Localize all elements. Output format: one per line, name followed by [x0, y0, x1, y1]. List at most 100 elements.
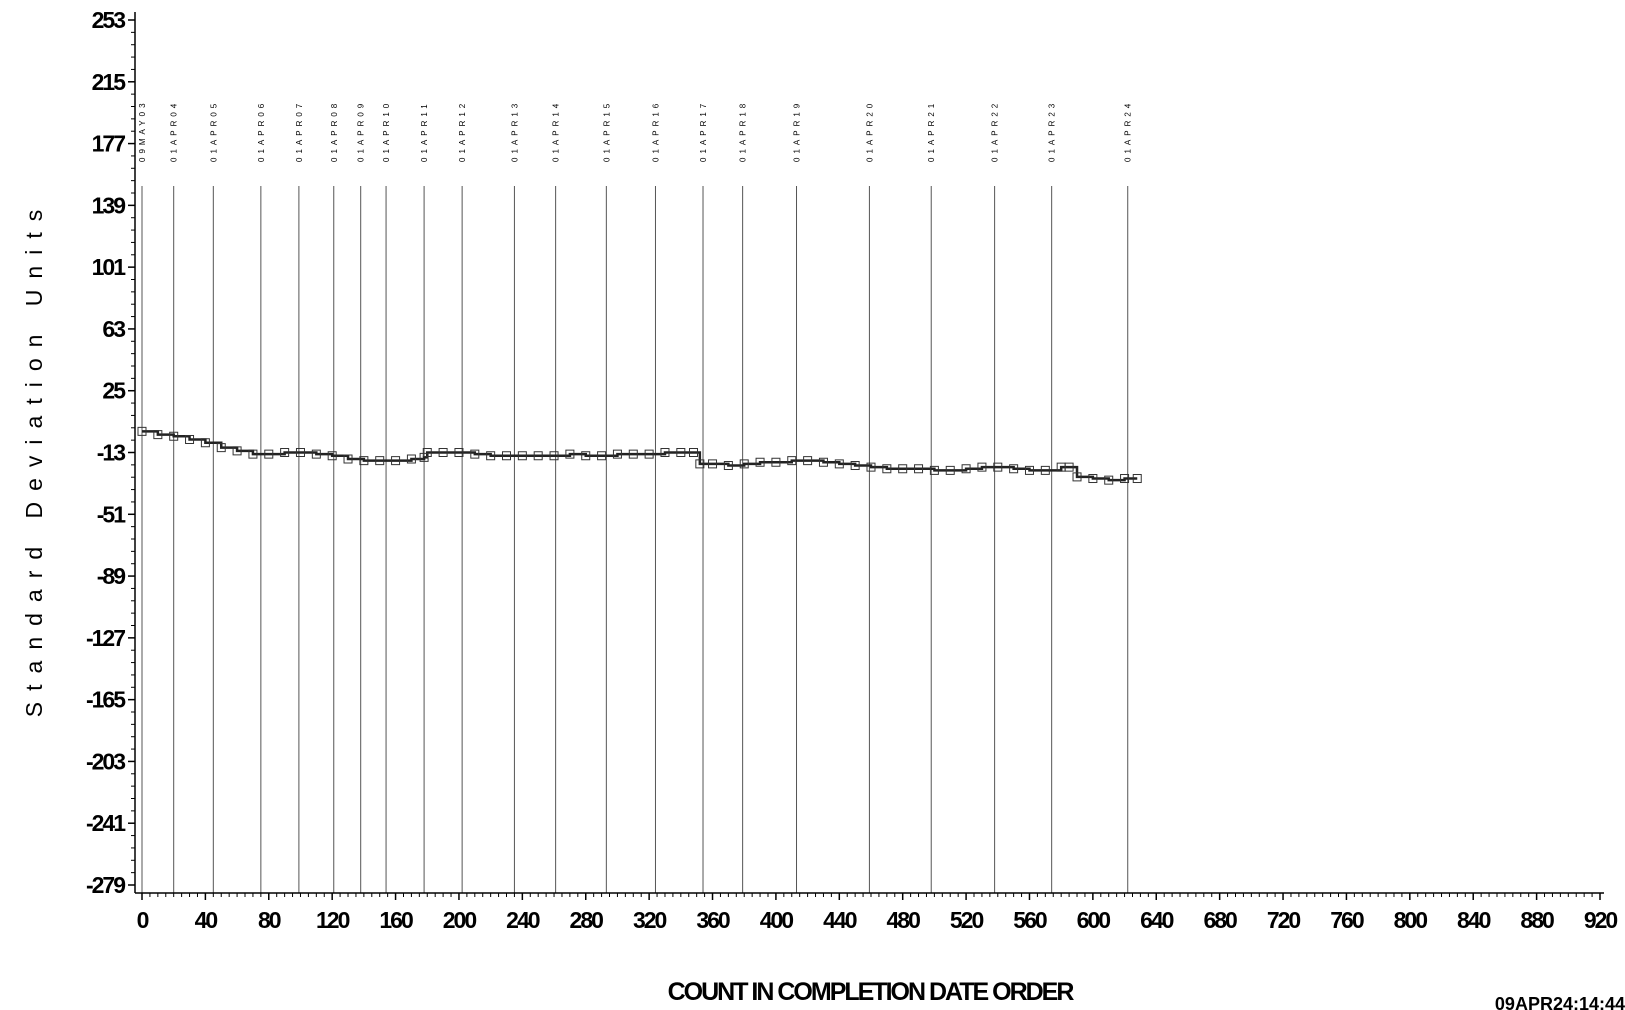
- y-axis-ticks: 253 215 177 139 101 63 25 -13 -51 -89 -127 -165 -203…: [86, 7, 135, 898]
- data-point: [169, 431, 179, 441]
- reference-line-label: 01APR21: [927, 100, 936, 162]
- y-tick-label: 63: [102, 316, 125, 342]
- x-tick-label: 560: [1013, 907, 1047, 933]
- y-tick-label: -279: [86, 872, 125, 898]
- series-line: [142, 430, 1138, 482]
- reference-line-label: 01APR22: [991, 100, 1000, 162]
- x-axis-label: COUNT IN COMPLETION DATE ORDER: [668, 978, 1075, 1006]
- y-tick-label: 25: [102, 378, 126, 404]
- data-point: [914, 464, 924, 474]
- data-point: [419, 452, 429, 462]
- reference-lines: [141, 186, 1129, 893]
- x-tick-label: 120: [316, 907, 350, 933]
- x-tick-label: 800: [1394, 907, 1428, 933]
- data-point: [723, 461, 733, 471]
- reference-line-label: 01APR05: [209, 100, 218, 162]
- data-point: [1024, 465, 1034, 475]
- data-point: [295, 448, 305, 457]
- reference-line-label: 01APR19: [793, 100, 802, 162]
- data-point: [406, 454, 416, 464]
- data-point: [676, 448, 686, 457]
- reference-line-label: 01APR04: [170, 100, 179, 162]
- x-axis-ticks: 0 40 80 120 160 200 240 280 320 360 400 440 480 520 56…: [137, 893, 1619, 933]
- reference-line-label: 01APR17: [699, 100, 708, 162]
- data-point: [695, 459, 705, 469]
- data-point: [755, 457, 765, 467]
- reference-line-label: 01APR06: [257, 100, 266, 162]
- x-tick-label: 240: [506, 907, 540, 933]
- y-tick-label: 101: [92, 254, 127, 280]
- data-point: [803, 456, 813, 466]
- data-point: [391, 456, 401, 466]
- data-point: [248, 449, 258, 459]
- x-tick-label: 520: [950, 907, 984, 933]
- data-point: [454, 448, 464, 457]
- data-point: [517, 451, 527, 461]
- x-tick-label: 40: [195, 907, 218, 933]
- data-point: [866, 462, 876, 472]
- data-point: [153, 430, 163, 440]
- data-point: [185, 434, 195, 444]
- data-point: [977, 462, 987, 472]
- data-point: [708, 459, 718, 469]
- reference-line-label: 01APR10: [382, 100, 391, 162]
- data-point: [438, 448, 448, 457]
- reference-line-label: 01APR15: [602, 100, 611, 162]
- data-point: [359, 456, 369, 466]
- data-point: [597, 451, 607, 461]
- x-tick-label: 400: [760, 907, 794, 933]
- data-point: [850, 461, 860, 471]
- data-point: [1120, 474, 1130, 484]
- y-tick-label: 253: [92, 7, 126, 33]
- data-point: [581, 451, 591, 461]
- x-tick-label: 640: [1140, 907, 1174, 933]
- data-point: [549, 451, 559, 461]
- data-point: [1104, 475, 1114, 485]
- data-point: [1088, 474, 1098, 484]
- data-point: [961, 464, 971, 474]
- data-point: [898, 464, 908, 474]
- reference-line-label: 01APR12: [458, 100, 467, 162]
- data-point: [502, 451, 511, 461]
- x-tick-label: 600: [1077, 907, 1111, 933]
- data-point: [327, 451, 337, 461]
- x-tick-label: 320: [633, 907, 667, 933]
- data-point: [375, 456, 385, 466]
- data-point: [1132, 474, 1142, 484]
- data-point: [422, 448, 432, 457]
- data-point: [533, 451, 543, 461]
- data-point: [470, 449, 480, 459]
- data-point: [882, 464, 892, 474]
- x-tick-label: 160: [379, 907, 413, 933]
- data-point: [280, 448, 290, 457]
- y-tick-label: 139: [92, 192, 126, 218]
- data-point: [628, 449, 638, 459]
- y-tick-label: 215: [92, 69, 127, 95]
- data-point: [486, 451, 496, 461]
- x-tick-label: 200: [443, 907, 477, 933]
- data-series: [137, 426, 1142, 485]
- timestamp: 09APR24:14:44: [1495, 994, 1625, 1010]
- y-tick-label: -51: [97, 501, 126, 527]
- reference-line-label: 09MAY03: [138, 99, 147, 162]
- x-tick-label: 760: [1330, 907, 1364, 933]
- data-point: [232, 446, 242, 456]
- reference-line-label: 01APR11: [420, 100, 429, 162]
- y-tick-label: -203: [86, 748, 125, 774]
- x-tick-label: 80: [258, 907, 281, 933]
- data-point: [1040, 465, 1050, 475]
- data-point: [771, 457, 781, 467]
- x-tick-label: 720: [1267, 907, 1301, 933]
- x-tick-label: 0: [137, 907, 149, 933]
- x-tick-label: 680: [1203, 907, 1237, 933]
- data-point: [834, 459, 844, 469]
- data-point: [739, 459, 749, 469]
- data-point: [311, 449, 321, 459]
- data-point: [200, 438, 210, 448]
- data-point: [1009, 464, 1019, 474]
- y-tick-label: -89: [97, 563, 125, 589]
- data-point: [1072, 472, 1082, 482]
- reference-line-label: 01APR08: [330, 100, 339, 162]
- y-tick-label: -13: [97, 440, 125, 466]
